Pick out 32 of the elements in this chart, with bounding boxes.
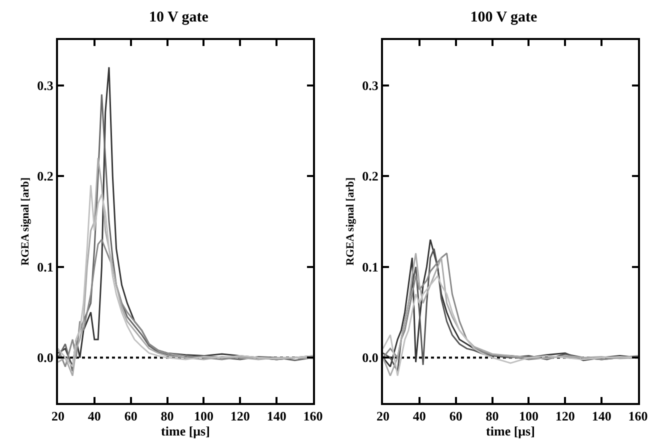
chart-title: 100 V gate [470, 10, 538, 26]
x-axis-title: time [μs] [486, 424, 535, 439]
x-tick-label: 120 [555, 408, 575, 424]
y-tick-label: 0.3 [37, 78, 54, 93]
x-tick-label: 100 [194, 408, 214, 424]
x-tick-label: 160 [303, 408, 323, 424]
x-tick-label: 80 [160, 408, 174, 424]
y-tick-label: 0.2 [37, 168, 54, 184]
y-tick-label: 0.2 [362, 168, 378, 184]
x-axis-title: time [μs] [161, 424, 210, 439]
x-tick-label: 20 [376, 408, 390, 424]
y-tick-label: 0.1 [362, 259, 378, 274]
x-tick-label: 140 [266, 408, 286, 424]
x-tick-label: 40 [88, 408, 101, 424]
x-tick-label: 20 [52, 408, 64, 424]
x-tick-label: 120 [230, 408, 250, 424]
x-tick-label: 140 [592, 408, 612, 424]
line-series [58, 184, 313, 368]
line-series [58, 157, 313, 377]
chart-title: 10 V gate [149, 10, 209, 26]
x-tick-label: 80 [486, 408, 499, 424]
x-tick-label: 40 [412, 408, 426, 424]
x-tick-label: 60 [449, 408, 462, 424]
y-axis-title: RGEA signal [arb] [344, 177, 356, 266]
y-axis-title: RGEA signal [arb] [19, 177, 32, 266]
y-tick-label: 0.1 [37, 259, 54, 274]
x-tick-label: 160 [628, 408, 648, 424]
x-tick-label: 100 [518, 408, 538, 424]
y-tick-label: 0.0 [37, 350, 54, 366]
y-tick-label: 0.0 [362, 350, 378, 366]
y-tick-label: 0.3 [362, 78, 379, 93]
x-tick-label: 60 [124, 408, 138, 424]
